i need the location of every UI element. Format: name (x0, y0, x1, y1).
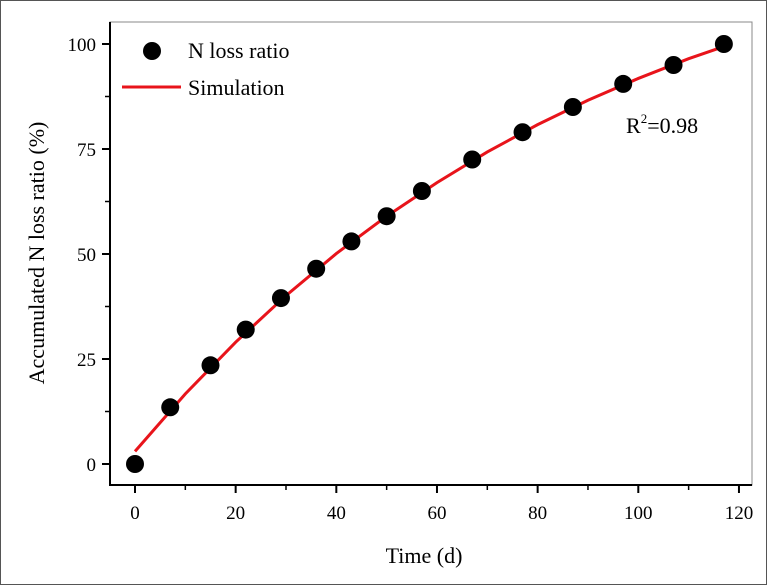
data-point (271, 289, 290, 308)
data-point (126, 455, 144, 473)
legend: N loss ratio Simulation (122, 38, 289, 100)
y-tick-label: 75 (77, 140, 96, 161)
x-axis-label: Time (d) (386, 543, 463, 568)
y-tick-label: 100 (68, 35, 97, 56)
x-tick-label: 40 (327, 503, 346, 524)
data-point (664, 56, 683, 74)
data-point (614, 74, 633, 93)
y-tick-label: 25 (77, 350, 96, 371)
y-axis-label: Accumulated N loss ratio (%) (24, 122, 49, 385)
x-tick-label: 120 (725, 503, 754, 524)
data-point (412, 182, 431, 200)
x-tick-label: 0 (130, 503, 140, 524)
r-squared-annotation: R2=0.98 (626, 111, 698, 138)
y-tick-label: 0 (87, 455, 97, 476)
data-point (236, 320, 255, 339)
data-point (463, 150, 482, 169)
data-point (342, 232, 361, 251)
x-tick-label: 80 (528, 503, 547, 524)
x-tick-label: 60 (427, 503, 446, 524)
legend-marker-n-loss-ratio (143, 42, 161, 60)
data-point (714, 35, 733, 53)
legend-label-simulation: Simulation (188, 75, 285, 100)
simulation-line (133, 43, 730, 453)
y-tick-label: 50 (77, 245, 96, 266)
data-point (513, 123, 532, 142)
data-point (377, 207, 396, 226)
data-point (161, 398, 180, 417)
data-point (307, 259, 326, 278)
legend-label-n-loss-ratio: N loss ratio (188, 38, 289, 63)
x-tick-label: 100 (624, 503, 653, 524)
x-tick-label: 20 (226, 503, 245, 524)
data-point (201, 356, 220, 375)
data-point (563, 98, 582, 116)
